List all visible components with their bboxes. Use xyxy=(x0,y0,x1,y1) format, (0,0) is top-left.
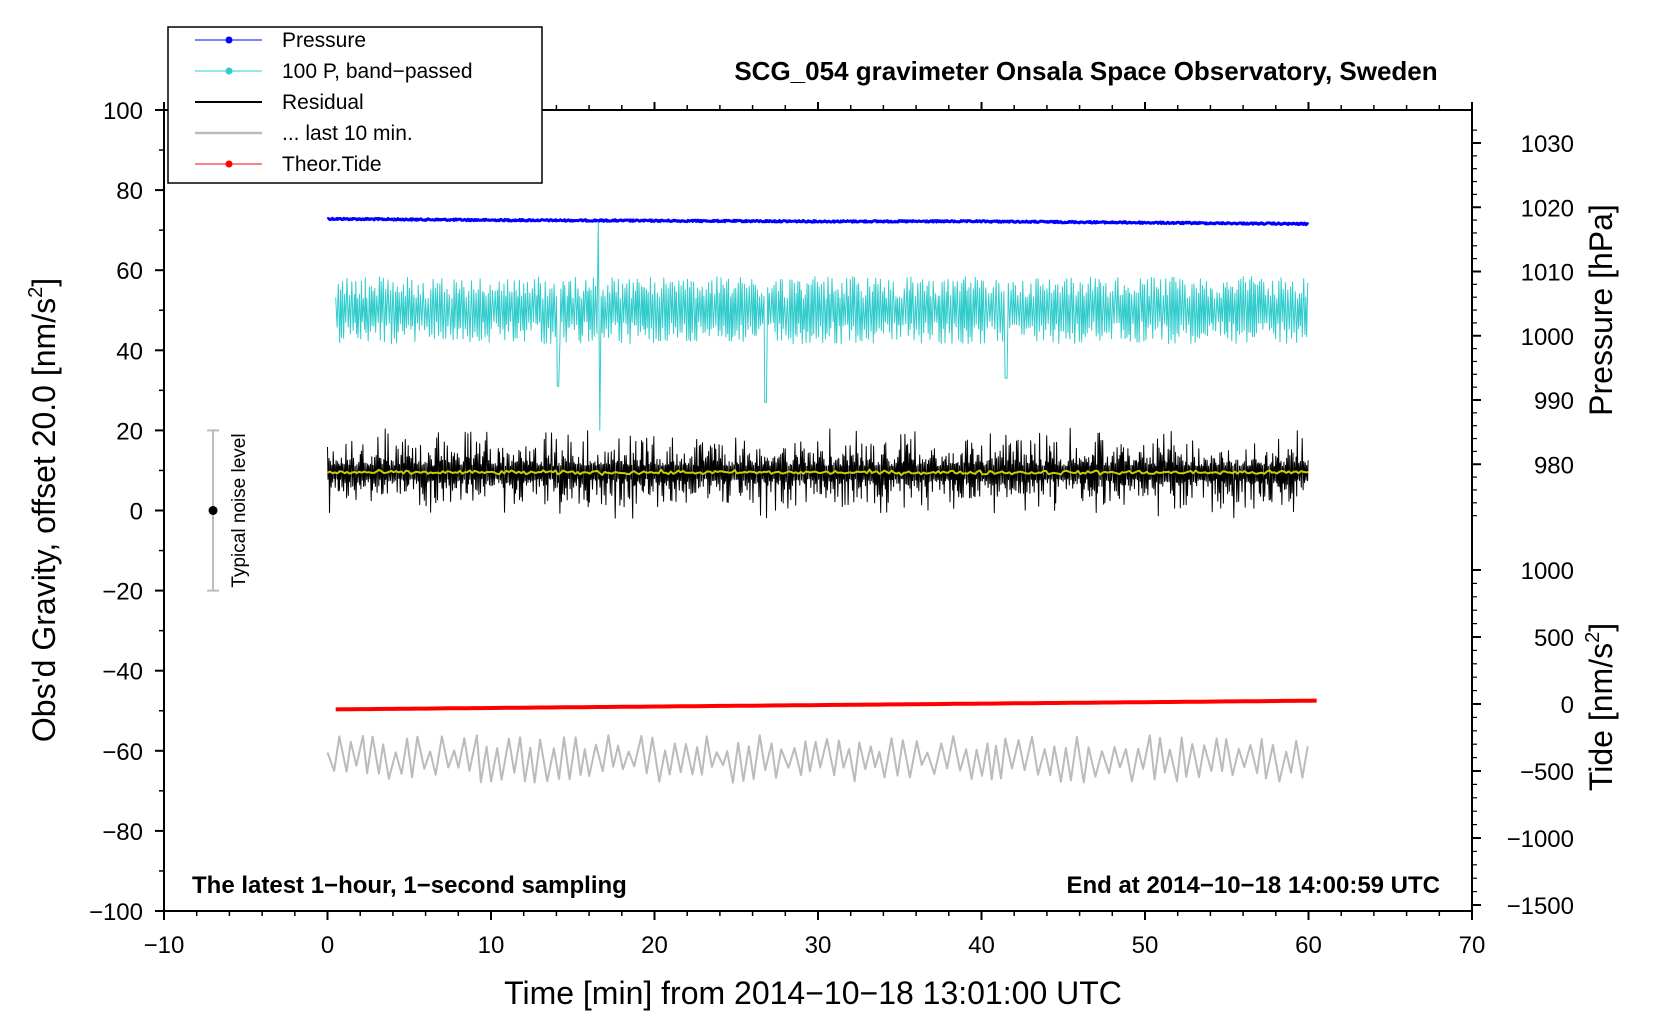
y-axis-title-tide-end: ] xyxy=(1583,623,1619,632)
y-axis-title-main: Obs'd Gravity, offset 20.0 [nm/s2] xyxy=(25,278,62,742)
y-tick-label: −60 xyxy=(102,739,143,766)
y-tick-label: 60 xyxy=(116,258,143,285)
y-axis-title-tide-sup: 2 xyxy=(1582,632,1604,643)
x-tick-label: −10 xyxy=(144,932,185,959)
tide-tick-label: 0 xyxy=(1561,692,1574,719)
noise-bar-center xyxy=(208,506,218,515)
y-axis-title-pressure: Pressure [hPa] xyxy=(1583,204,1619,416)
series-residual xyxy=(327,427,1309,519)
legend-label: 100 P, band−passed xyxy=(282,60,473,83)
x-tick-label: 50 xyxy=(1132,932,1159,959)
legend-items: Pressure 100 P, band−passed Residual ... la… xyxy=(195,29,473,176)
pressure-tick-label: 1010 xyxy=(1521,260,1574,287)
pressure-tick-label: 1030 xyxy=(1521,131,1574,158)
series-layer xyxy=(326,216,1317,784)
pressure-tick-label: 1000 xyxy=(1521,324,1574,351)
y-tick-label: 0 xyxy=(130,499,143,526)
tide-tick-label: 500 xyxy=(1534,625,1574,652)
annotation-left: The latest 1−hour, 1−second sampling xyxy=(192,872,627,899)
tide-tick-label: 1000 xyxy=(1521,558,1574,585)
y-tick-label: 80 xyxy=(116,178,143,205)
x-tick-label: 60 xyxy=(1295,932,1322,959)
legend-label: Theor.Tide xyxy=(282,153,382,176)
chart-title: SCG_054 gravimeter Onsala Space Observat… xyxy=(734,56,1437,86)
legend-marker xyxy=(225,67,233,75)
y-tick-label: 100 xyxy=(103,98,143,125)
pressure-tick-label: 990 xyxy=(1534,388,1574,415)
y-tick-label: 40 xyxy=(116,338,143,365)
legend-label: Pressure xyxy=(282,29,366,52)
y-axis-title-tide: Tide [nm/s2] xyxy=(1582,623,1619,791)
tide-tick-label: −1500 xyxy=(1507,893,1574,920)
tide-tick-label: −1000 xyxy=(1507,826,1574,853)
legend-box xyxy=(167,26,543,184)
y-axis-title-main-sup: 2 xyxy=(25,287,47,298)
noise-level-label: Typical noise level xyxy=(229,433,250,587)
x-tick-label: 10 xyxy=(478,932,505,959)
noise-bar: Typical noise level xyxy=(207,429,250,592)
y-axis-title-main-end: ] xyxy=(26,278,62,287)
x-tick-label: 30 xyxy=(805,932,832,959)
series-residual-smoothed xyxy=(327,468,1309,477)
series-theor-tide xyxy=(335,698,1317,712)
series-band-passed-pressure xyxy=(335,221,1309,431)
y-tick-label: 20 xyxy=(116,418,143,445)
y-axis-title-tide-text: Tide [nm/s xyxy=(1583,643,1619,791)
legend-label: ... last 10 min. xyxy=(282,122,413,145)
x-axis-title: Time [min] from 2014−10−18 13:01:00 UTC xyxy=(504,975,1122,1011)
tide-tick-label: −500 xyxy=(1520,759,1574,786)
legend-label: Residual xyxy=(282,91,364,114)
legend-marker xyxy=(225,36,233,44)
ticks-layer: −10 0 10 20 30 40 50 60 70−100−80−60−40−20020406… xyxy=(89,98,1574,959)
series-pressure xyxy=(326,216,1310,227)
y-axis-title-main-text: Obs'd Gravity, offset 20.0 [nm/s xyxy=(26,298,62,742)
x-tick-label: 40 xyxy=(968,932,995,959)
x-tick-label: 0 xyxy=(321,932,334,959)
annotation-right: End at 2014−10−18 14:00:59 UTC xyxy=(1066,872,1440,899)
y-tick-label: −40 xyxy=(102,659,143,686)
y-tick-label: −80 xyxy=(102,819,143,846)
pressure-tick-label: 980 xyxy=(1534,452,1574,479)
y-tick-label: −20 xyxy=(102,579,143,606)
series-last-10-min xyxy=(326,734,1309,784)
y-tick-label: −100 xyxy=(89,899,143,926)
x-tick-label: 20 xyxy=(641,932,668,959)
legend: Pressure 100 P, band−passed Residual ... la… xyxy=(167,26,543,184)
pressure-tick-label: 1020 xyxy=(1521,195,1574,222)
legend-marker xyxy=(225,160,233,168)
x-tick-label: 70 xyxy=(1459,932,1486,959)
